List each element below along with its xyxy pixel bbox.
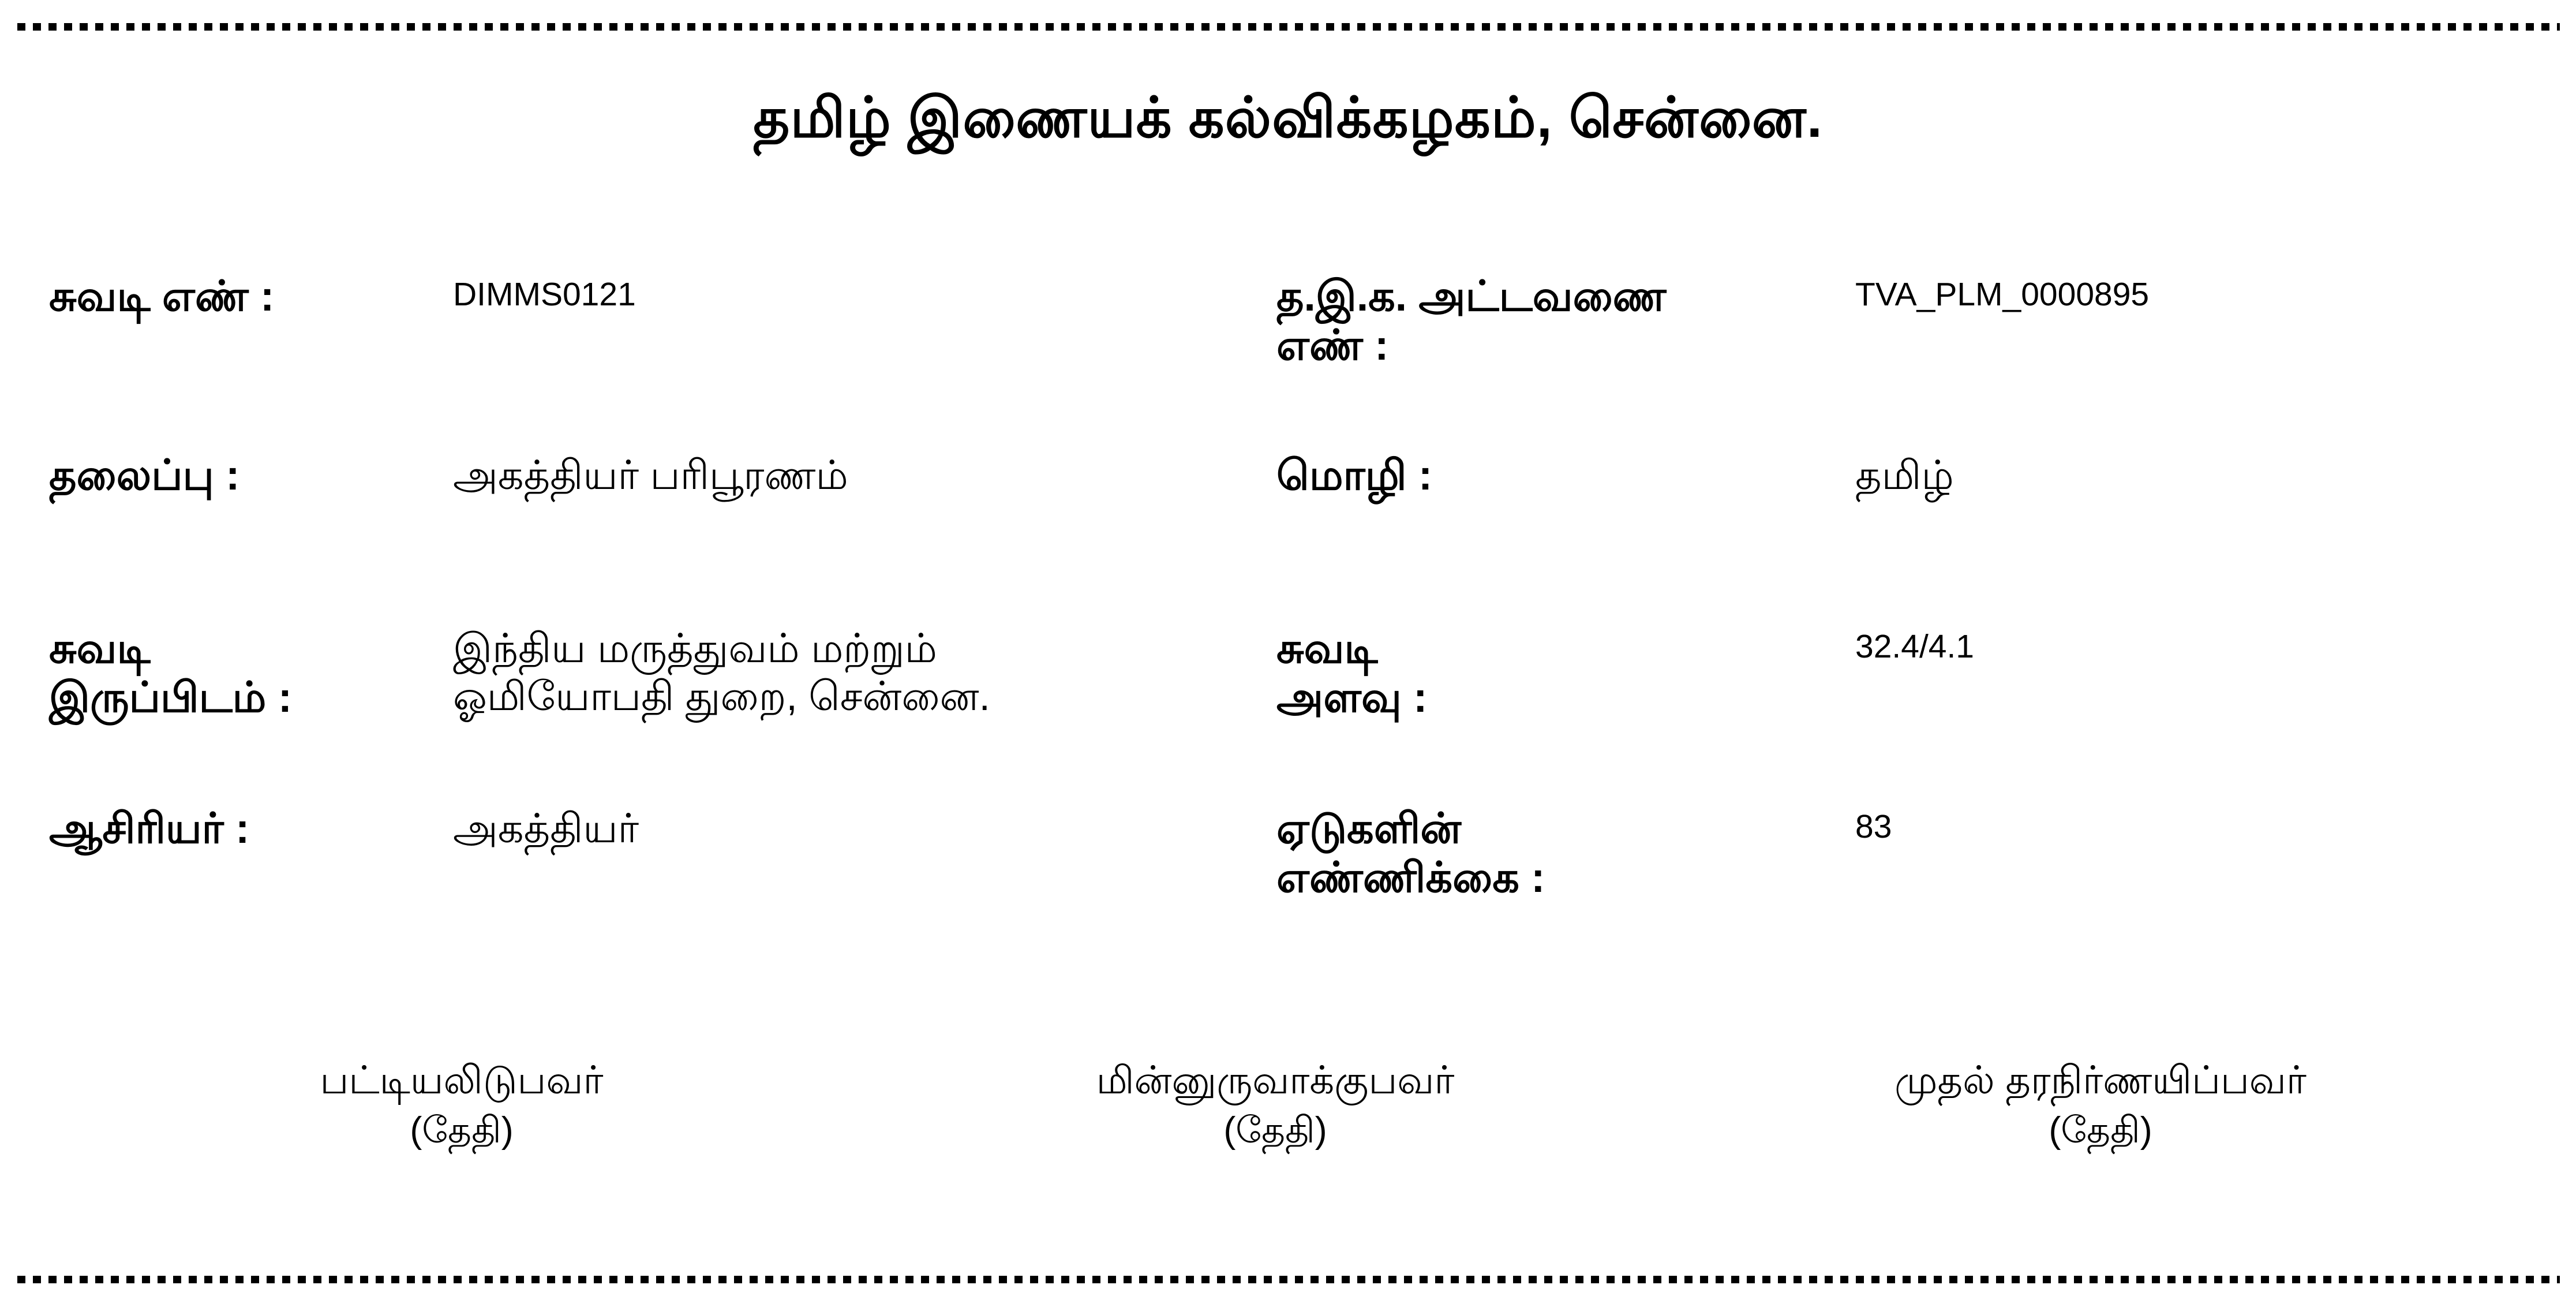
tva-index-number-label: த.இ.க. அட்டவணை எண் :	[1276, 273, 1667, 369]
bottom-dashed-divider	[17, 1276, 2560, 1283]
signature-digitizer-date-label: (தேதி)	[1223, 1110, 1327, 1151]
signature-digitizer: மின்னுருவாக்குபவர் (தேதி)	[975, 1061, 1575, 1149]
language-field-value: தமிழ்	[1855, 453, 1954, 498]
signature-first-quality-assessor-date-label: (தேதி)	[2049, 1110, 2152, 1151]
title-field-label: தலைப்பு :	[49, 452, 240, 499]
author-field-label: ஆசிரியர் :	[49, 805, 250, 852]
top-dashed-divider	[17, 23, 2560, 31]
signature-cataloguer-role: பட்டியலிடுபவர்	[320, 1059, 604, 1102]
language-field-label: மொழி :	[1276, 452, 1433, 499]
manuscript-location-value: இந்திய மருத்துவம் மற்றும் ஓமியோபதி துறை,…	[453, 626, 990, 719]
title-field-value: அகத்தியர் பரிபூரணம்	[453, 453, 848, 498]
scroll-number-value: DIMMS0121	[453, 276, 636, 313]
manuscript-size-label: சுவடி அளவு :	[1276, 625, 1428, 721]
tva-index-number-value: TVA_PLM_0000895	[1855, 276, 2150, 313]
leaf-count-label: ஏடுகளின் எண்ணிக்கை :	[1276, 805, 1545, 901]
leaf-count-value: 83	[1855, 808, 1892, 845]
page-title: தமிழ் இணையக் கல்விக்கழகம், சென்னை.	[753, 86, 1823, 149]
manuscript-location-label: சுவடி இருப்பிடம் :	[49, 625, 292, 721]
signature-first-quality-assessor-role: முதல் தரநிர்ணயிப்பவர்	[1894, 1059, 2307, 1102]
signature-cataloguer: பட்டியலிடுபவர் (தேதி)	[162, 1061, 762, 1149]
scroll-number-label: சுவடி எண் :	[49, 273, 275, 320]
signature-first-quality-assessor: முதல் தரநிர்ணயிப்பவர் (தேதி)	[1800, 1061, 2401, 1149]
author-field-value: அகத்தியர்	[453, 806, 639, 851]
signature-cataloguer-date-label: (தேதி)	[410, 1110, 514, 1151]
manuscript-size-value: 32.4/4.1	[1855, 628, 1975, 665]
signature-digitizer-role: மின்னுருவாக்குபவர்	[1096, 1059, 1455, 1102]
